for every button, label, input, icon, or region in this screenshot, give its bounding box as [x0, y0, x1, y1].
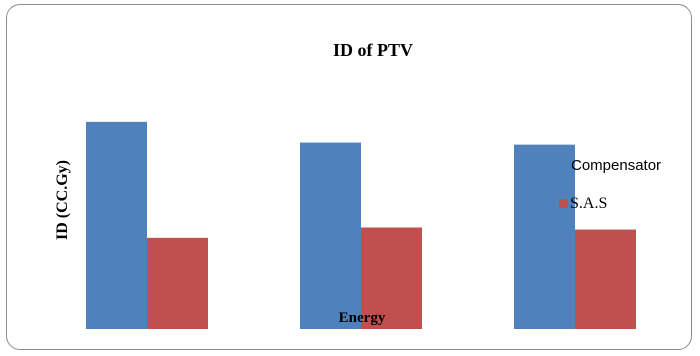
- bar-sas-3: [575, 229, 636, 329]
- legend-swatch-sas: [559, 199, 568, 208]
- bars-layer: [86, 121, 636, 329]
- bar-sas-2: [361, 227, 422, 329]
- bar-compensator-3: [514, 144, 575, 329]
- bar-sas-1: [147, 237, 208, 329]
- y-axis-label: ID (CC.Gy): [54, 160, 71, 240]
- chart-title: ID of PTV: [333, 40, 413, 60]
- legend: Compensator S.A.S: [559, 157, 661, 212]
- bar-compensator-1: [86, 121, 147, 329]
- legend-label-compensator: Compensator: [571, 157, 661, 174]
- x-axis-label: Energy: [339, 310, 386, 326]
- legend-label-sas: S.A.S: [570, 195, 607, 212]
- bar-compensator-2: [300, 142, 361, 329]
